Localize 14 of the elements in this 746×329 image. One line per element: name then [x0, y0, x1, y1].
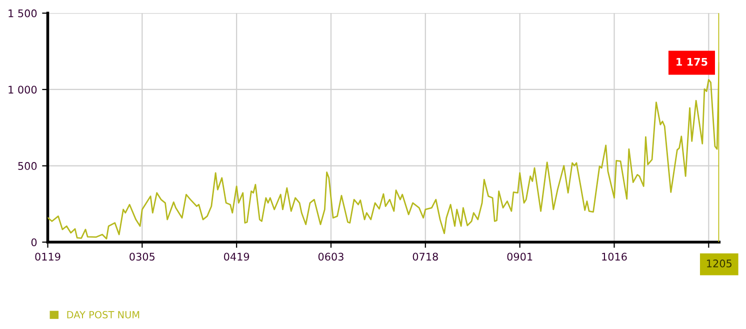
x-tick-label: 0901 — [507, 252, 532, 261]
annotation: 1 175 — [676, 58, 708, 66]
x-tick-label: 0603 — [318, 252, 344, 261]
legend-label: DAY POST NUM — [67, 311, 140, 318]
x-tick-label: 0305 — [130, 252, 155, 261]
x-tick-label: 0119 — [35, 252, 60, 261]
x-tick-label: 0718 — [412, 252, 438, 261]
x-tick-label: 1016 — [602, 252, 627, 261]
ref-line-label: 1205 — [707, 260, 732, 268]
y-tick-label: 1 500 — [8, 9, 37, 18]
y-tick-label: 500 — [18, 162, 37, 170]
y-tick-label: 0 — [31, 238, 37, 246]
x-tick-label: 0419 — [224, 252, 250, 261]
y-tick-label: 1 000 — [8, 86, 37, 94]
